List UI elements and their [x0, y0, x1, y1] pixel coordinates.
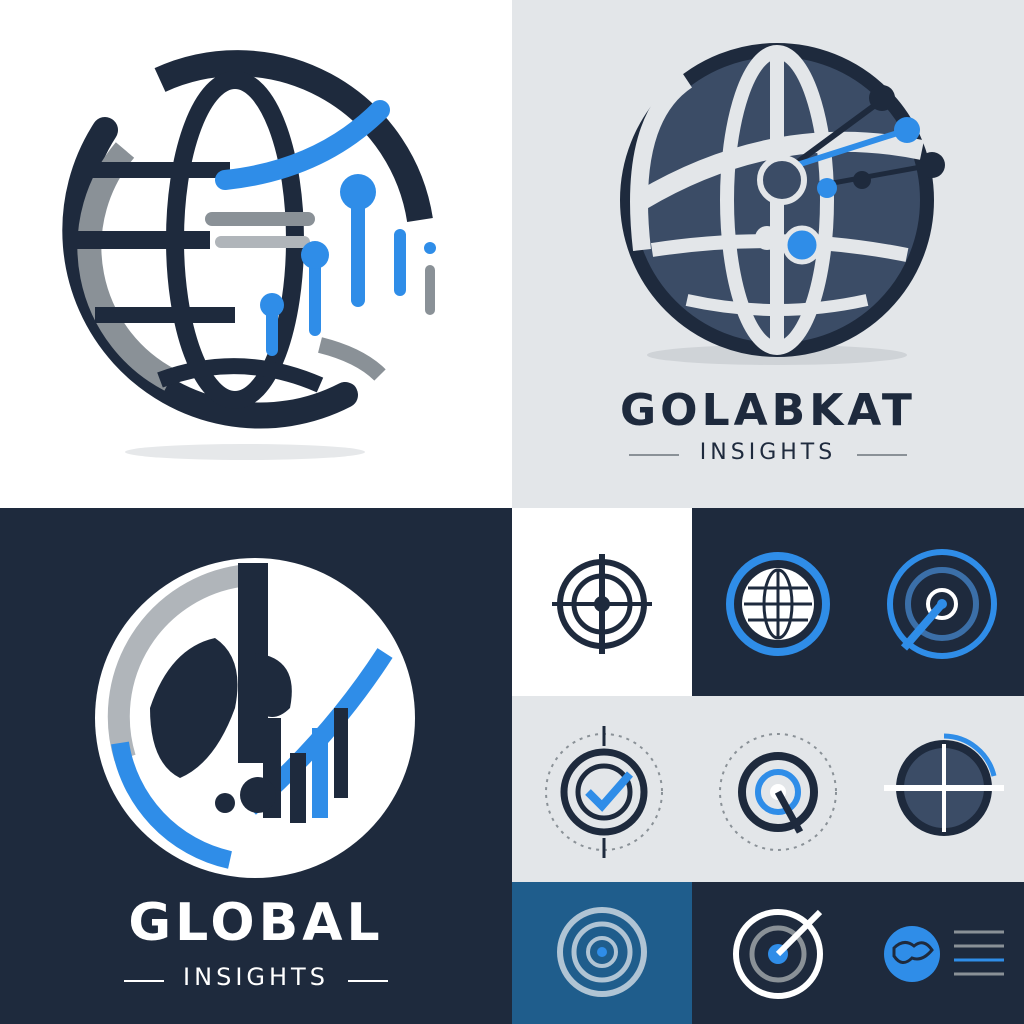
- grid-tile-5: [692, 696, 864, 882]
- logo-panel-globe-bars: [0, 0, 512, 508]
- logo-panel-global-insights: GLOBAL INSIGHTS: [0, 508, 512, 1024]
- divider-line: [348, 979, 389, 982]
- radar-sweep-icon: [887, 549, 997, 659]
- split-globe-icon: [884, 733, 1004, 836]
- grid-tile-8: [692, 882, 864, 1024]
- divider-line: [628, 453, 679, 456]
- grid-tile-1: [512, 508, 692, 696]
- grid-tile-2: [692, 508, 864, 696]
- grid-tile-4: [512, 696, 692, 882]
- divider-line: [123, 979, 164, 982]
- grid-tile-9: [864, 882, 1024, 1024]
- target-swoosh-icon: [733, 909, 823, 999]
- grid-tile-6: [864, 696, 1024, 882]
- globe-network-nodes-icon: [620, 43, 945, 365]
- logo-panel-golabkat: GOLABKAT INSIGHTS: [512, 0, 1024, 508]
- pointer-dial-icon: [719, 733, 837, 851]
- brain-globe-icon: [884, 926, 1004, 982]
- logo-title: GOLABKAT: [620, 385, 916, 436]
- globe-badge-icon: [726, 552, 830, 656]
- crosshair-target-icon: [552, 554, 652, 654]
- grid-tile-3: [864, 508, 1024, 696]
- world-map-chart-icon: [95, 558, 415, 878]
- checkmark-dial-icon: [545, 726, 663, 858]
- maze-circle-icon: [557, 907, 647, 997]
- globe-data-bars-icon: [62, 50, 436, 460]
- logo-title: GLOBAL: [128, 893, 384, 953]
- logo-subtitle: INSIGHTS: [183, 963, 329, 991]
- logo-subtitle-row: INSIGHTS: [512, 440, 1024, 465]
- grid-tile-7: [512, 882, 692, 1024]
- logo-subtitle: INSIGHTS: [699, 440, 837, 465]
- divider-line: [857, 453, 908, 456]
- logo-subtitle-row: INSIGHTS: [0, 963, 512, 991]
